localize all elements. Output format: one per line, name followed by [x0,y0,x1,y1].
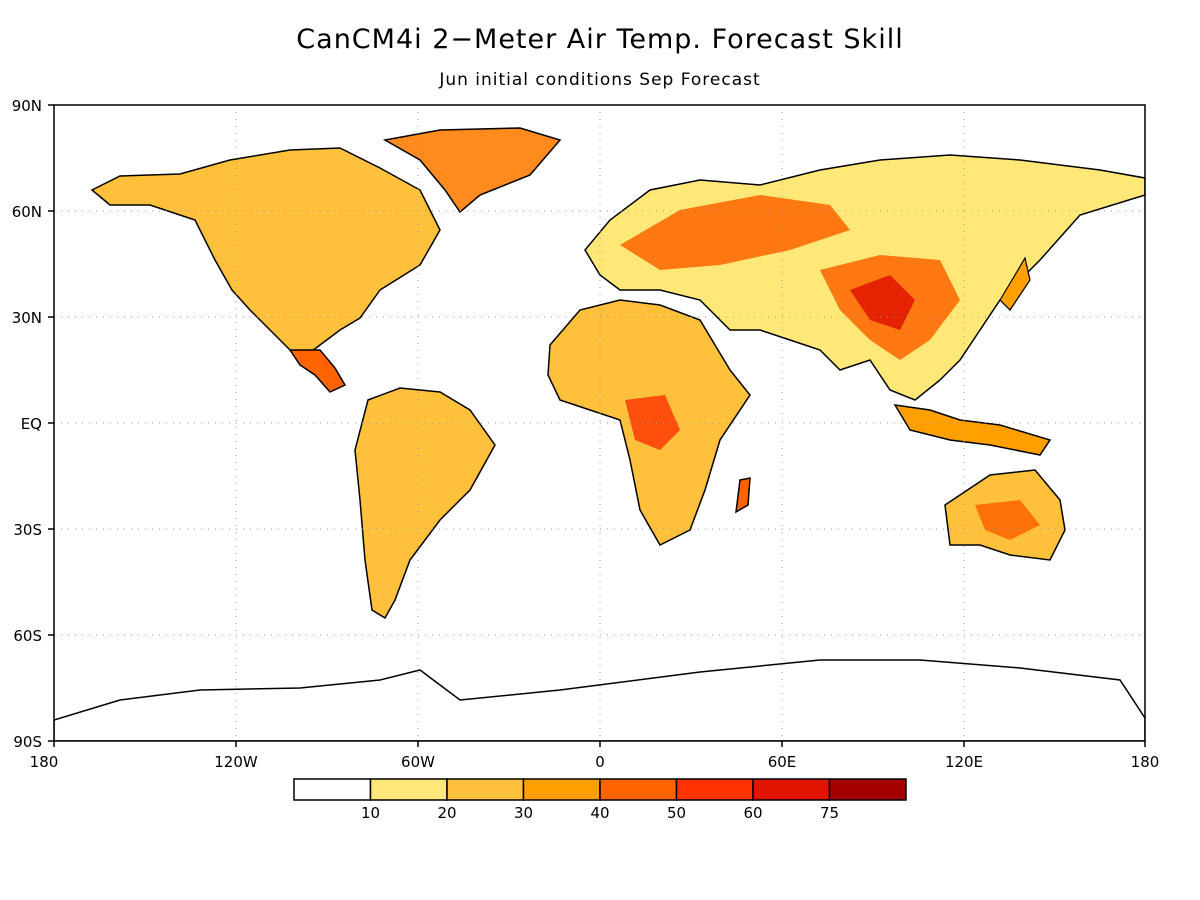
color-bar-label: 40 [590,804,609,822]
color-bar-label: 60 [743,804,762,822]
color-bar-swatch [446,778,525,801]
lat-labels: 90N 60N 30N EQ 30S 60S 90S [12,97,42,751]
color-bar-swatch [675,778,754,801]
lat-label: 90N [12,97,42,115]
lat-label: 60S [13,627,42,645]
color-bar-swatch [752,778,831,801]
land-madagascar [735,477,751,514]
grid-lines [54,105,1145,741]
land-greenland [382,127,562,214]
lon-label: 120W [214,753,258,771]
skill-shading [54,127,1145,741]
skill-australia-high [975,500,1040,540]
skill-eurasia-high [620,195,850,270]
lon-label: 120E [945,753,983,771]
lat-label: EQ [21,415,42,433]
lat-label: 60N [12,203,42,221]
color-bar-label: 20 [437,804,456,822]
color-bar-label: 50 [667,804,686,822]
land-japan [999,256,1031,311]
tick-marks [48,104,1146,747]
lon-label: 180 [30,753,59,771]
color-bar-swatch [522,778,601,801]
map-title: CanCM4i 2−Meter Air Temp. Forecast Skill [296,24,904,55]
land-central-america [288,349,347,393]
lon-label: 60E [768,753,797,771]
map-subtitle: Jun initial conditions Sep Forecast [439,70,761,90]
color-bar-labels: 10 20 30 40 50 60 75 [361,804,839,822]
color-bar-label: 10 [361,804,380,822]
skill-asia-peak [850,275,915,330]
color-bar-label: 75 [820,804,839,822]
color-bar-label: 30 [514,804,533,822]
lat-label: 30N [12,309,42,327]
lon-label: 60W [401,753,435,771]
color-bar-swatch [293,778,372,801]
skill-africa-high [625,395,680,450]
lat-label: 30S [13,521,42,539]
lon-label: 0 [595,753,605,771]
color-bar [293,778,907,801]
color-bar-swatch [599,778,678,801]
lat-label: 90S [13,733,42,751]
lon-labels: 180 120W 60W 0 60E 120E 180 [30,753,1160,771]
land-north-america [90,147,441,361]
color-bar-swatch [369,778,448,801]
land-south-america [354,387,496,620]
color-bar-swatch [828,778,907,801]
land-maritime-se-asia [893,404,1052,456]
lon-label: 180 [1131,753,1160,771]
